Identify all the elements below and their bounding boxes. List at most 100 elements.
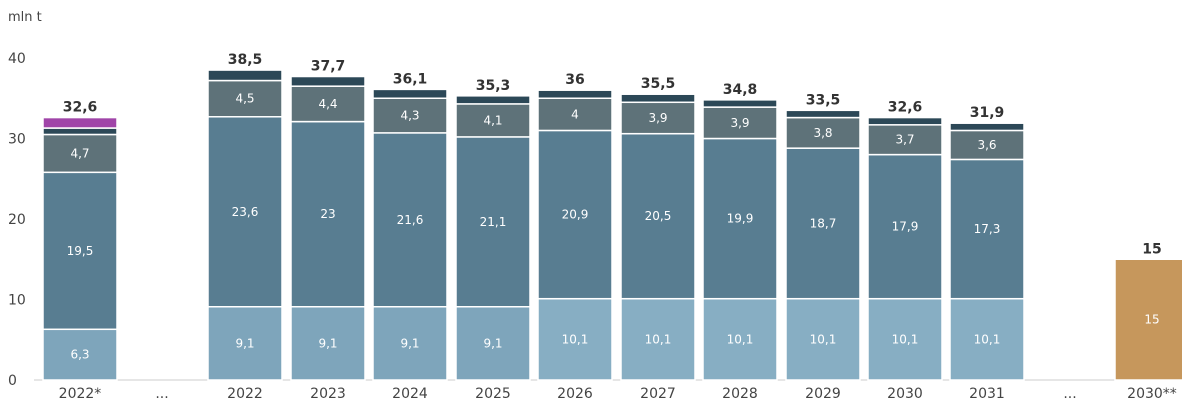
bar-2022*: 6,3 19,5 4,7 32,6 [42, 100, 118, 381]
segment-value-label: 10,1 [892, 332, 919, 346]
bar-total-label: 15 [1142, 241, 1161, 257]
segment-value-label: 4,7 [70, 146, 89, 160]
bar-segment [42, 171, 118, 331]
bar-segment [290, 305, 366, 381]
y-tick-label: 10 [8, 293, 26, 309]
x-tick-label: ... [1063, 386, 1076, 402]
bar-segment [290, 120, 366, 308]
bar-segment [620, 101, 696, 135]
bars: 6,3 19,5 4,7 32,6 9,1 23,6 4,5 38,5 9,1 23 4,4 37,7… [42, 52, 1182, 381]
bar-segment [207, 69, 283, 82]
bar-segment [537, 89, 613, 99]
bar-total-label: 33,5 [806, 92, 841, 108]
segment-value-label: 10,1 [810, 332, 837, 346]
bar-segment [207, 79, 283, 118]
bar-2026: 10,1 20,9 4 36 [537, 72, 613, 381]
bar-total-label: 35,5 [641, 76, 676, 92]
bar-total-label: 35,3 [476, 78, 511, 94]
y-tick-label: 30 [8, 132, 26, 148]
segment-value-label: 20,5 [645, 209, 672, 223]
segment-value-label: 3,7 [895, 133, 914, 147]
bar-segment [620, 297, 696, 381]
bar-total-label: 38,5 [228, 52, 263, 68]
segment-value-label: 3,9 [730, 116, 749, 130]
bar-segment [42, 116, 118, 129]
bar-segment [290, 85, 366, 123]
segment-value-label: 10,1 [974, 332, 1001, 346]
segment-value-label: 23 [320, 207, 335, 221]
bar-segment [207, 305, 283, 381]
bar-segment [42, 328, 118, 381]
bar-segment [702, 297, 778, 381]
segment-value-label: 9,1 [483, 336, 502, 350]
bar-2031: 10,1 17,3 3,6 31,9 [949, 105, 1025, 381]
x-tick-label: 2030** [1127, 386, 1177, 402]
bar-segment [42, 127, 118, 136]
x-tick-label: 2023 [310, 386, 346, 402]
bar-segment [785, 116, 861, 149]
x-tick-label: 2027 [640, 386, 676, 402]
bar-segment [372, 305, 448, 381]
segment-value-label: 21,6 [397, 213, 424, 227]
bar-segment [1114, 258, 1182, 381]
bar-segment [455, 136, 531, 308]
segment-value-label: 4,5 [235, 92, 254, 106]
x-tick-label: 2031 [969, 386, 1005, 402]
segment-value-label: 3,6 [977, 138, 996, 152]
bar-segment [537, 97, 613, 132]
segment-value-label: 23,6 [232, 205, 259, 219]
bar-total-label: 31,9 [970, 105, 1005, 121]
segment-value-label: 19,5 [67, 244, 94, 258]
bar-segment [867, 116, 943, 126]
bar-total-label: 37,7 [311, 59, 346, 75]
y-tick-label: 20 [8, 212, 26, 228]
x-tick-label: 2030 [887, 386, 923, 402]
bar-segment [867, 124, 943, 156]
bar-segment [372, 88, 448, 99]
bar-2030: 10,1 17,9 3,7 32,6 [867, 100, 943, 381]
segment-value-label: 4,3 [400, 109, 419, 123]
segment-value-label: 10,1 [727, 332, 754, 346]
x-tick-label: 2025 [475, 386, 511, 402]
segment-value-label: 15 [1144, 313, 1159, 327]
segment-value-label: 20,9 [562, 208, 589, 222]
segment-value-label: 10,1 [645, 332, 672, 346]
segment-value-label: 19,9 [727, 212, 754, 226]
bar-2022: 9,1 23,6 4,5 38,5 [207, 52, 283, 381]
bar-segment [537, 129, 613, 300]
x-tick-label: 2022* [59, 386, 102, 402]
segment-value-label: 4 [571, 107, 579, 121]
y-tick-label: 0 [8, 373, 17, 389]
bar-segment [702, 137, 778, 300]
segment-value-label: 3,9 [648, 111, 667, 125]
bar-segment [455, 95, 531, 105]
bar-segment [867, 153, 943, 300]
segment-value-label: 10,1 [562, 332, 589, 346]
x-tick-label: 2026 [557, 386, 593, 402]
segment-value-label: 9,1 [318, 336, 337, 350]
bar-2024: 9,1 21,6 4,3 36,1 [372, 71, 448, 381]
x-tick-label: 2022 [227, 386, 263, 402]
bar-segment [785, 109, 861, 119]
segment-value-label: 4,1 [483, 113, 502, 127]
segment-value-label: 17,3 [974, 222, 1001, 236]
y-axis: 0 10 20 30 40 [8, 51, 26, 389]
bar-total-label: 32,6 [888, 100, 923, 116]
bar-total-label: 36,1 [393, 71, 428, 87]
bar-segment [785, 147, 861, 300]
bar-segment [537, 297, 613, 381]
segment-value-label: 6,3 [70, 348, 89, 362]
bar-segment [455, 103, 531, 138]
segment-value-label: 9,1 [235, 336, 254, 350]
segment-value-label: 18,7 [810, 216, 837, 230]
bar-2028: 10,1 19,9 3,9 34,8 [702, 82, 778, 381]
segment-value-label: 9,1 [400, 336, 419, 350]
segment-value-label: 21,1 [480, 215, 507, 229]
bar-2023: 9,1 23 4,4 37,7 [290, 59, 366, 381]
bar-segment [372, 132, 448, 308]
bar-segment [949, 297, 1025, 381]
bar-segment [290, 75, 366, 87]
unit-label: mln t [8, 10, 42, 25]
segment-value-label: 17,9 [892, 220, 919, 234]
